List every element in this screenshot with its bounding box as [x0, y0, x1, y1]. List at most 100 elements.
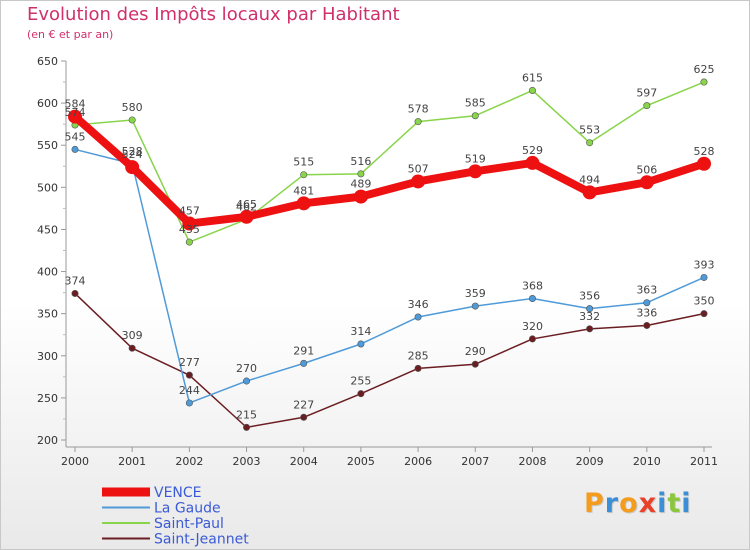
data-point — [185, 371, 193, 379]
data-label: 597 — [636, 87, 657, 100]
data-point — [468, 164, 483, 179]
data-label: 515 — [293, 156, 314, 169]
x-tick-label: 2005 — [347, 455, 375, 468]
data-point — [643, 321, 651, 329]
x-tick-label: 2003 — [233, 455, 261, 468]
data-point — [182, 216, 197, 231]
data-point — [528, 86, 536, 94]
x-tick-label: 2007 — [461, 455, 489, 468]
logo-letter: r — [604, 488, 620, 519]
data-point — [528, 335, 536, 343]
y-tick-label: 550 — [37, 139, 58, 152]
data-label: 285 — [408, 349, 429, 362]
data-label: 356 — [579, 290, 600, 303]
y-tick-label: 500 — [37, 181, 58, 194]
data-point — [700, 78, 708, 86]
logo-letter: t — [667, 488, 682, 519]
y-tick-label: 650 — [37, 55, 58, 68]
data-label: 545 — [65, 130, 86, 143]
data-label: 528 — [122, 145, 143, 158]
data-label: 580 — [122, 101, 143, 114]
series-line-la-gaude — [74, 148, 705, 404]
data-point — [300, 171, 308, 179]
logo-letter: i — [657, 488, 668, 519]
data-label: 291 — [293, 344, 314, 357]
data-label: 332 — [579, 310, 600, 323]
data-label: 244 — [179, 384, 200, 397]
x-tick-label: 2006 — [404, 455, 432, 468]
series-line-saint-paul — [74, 81, 705, 243]
y-tick-label: 250 — [37, 392, 58, 405]
data-label: 578 — [408, 103, 429, 116]
data-point — [185, 399, 193, 407]
data-label: 457 — [179, 205, 200, 218]
data-label: 255 — [350, 375, 371, 388]
data-point — [700, 273, 708, 281]
data-point — [128, 344, 136, 352]
data-label: 227 — [293, 398, 314, 411]
data-point — [471, 112, 479, 120]
chart-axes: 200 250 300 350 400 450 500 550 600 650 2000 2001 20… — [37, 55, 718, 468]
legend-label: Saint-Jeannet — [154, 532, 249, 548]
data-point — [300, 359, 308, 367]
data-label: 374 — [65, 274, 86, 287]
data-label: 363 — [636, 284, 657, 297]
data-label: 553 — [579, 124, 600, 137]
data-point — [243, 423, 251, 431]
x-tick-label: 2009 — [576, 455, 604, 468]
data-point — [471, 302, 479, 310]
data-label: 615 — [522, 71, 543, 84]
data-point — [586, 139, 594, 147]
logo-letter: o — [619, 488, 639, 519]
data-point — [71, 145, 79, 153]
series-layer — [68, 78, 711, 431]
chart-title: Evolution des Impôts locaux par Habitant — [27, 4, 400, 25]
data-point — [357, 340, 365, 348]
data-label: 350 — [694, 295, 715, 308]
data-label: 270 — [236, 362, 257, 375]
x-tick-label: 2010 — [633, 455, 661, 468]
data-label: 215 — [236, 408, 257, 421]
data-point — [643, 299, 651, 307]
data-label: 309 — [122, 329, 143, 342]
x-tick-label: 2002 — [175, 455, 203, 468]
data-label: 277 — [179, 356, 200, 369]
data-label: 465 — [236, 198, 257, 211]
data-point — [357, 170, 365, 178]
data-label: 314 — [350, 325, 371, 338]
data-point — [414, 364, 422, 372]
data-point — [700, 310, 708, 318]
y-tick-label: 450 — [37, 223, 58, 236]
data-label: 625 — [694, 63, 715, 76]
data-label: 524 — [122, 148, 143, 161]
data-point — [68, 109, 82, 124]
data-point — [300, 413, 308, 421]
legend-label: Saint-Paul — [154, 516, 224, 532]
data-label: 516 — [350, 155, 371, 168]
data-point — [239, 209, 254, 224]
data-label: 506 — [636, 163, 657, 176]
x-tick-label: 2000 — [61, 455, 89, 468]
data-label: 462 — [236, 200, 257, 213]
y-tick-label: 350 — [37, 308, 58, 321]
data-label: 489 — [350, 178, 371, 191]
logo-letter: x — [638, 488, 658, 519]
proxiti-logo: Proxiti — [584, 488, 692, 519]
data-point — [411, 174, 426, 189]
data-label: 529 — [522, 144, 543, 157]
data-label: 507 — [408, 162, 429, 175]
legend-label: VENCE — [154, 485, 202, 501]
data-point — [353, 189, 368, 204]
data-point — [71, 289, 79, 297]
x-tick-label: 2008 — [518, 455, 546, 468]
data-label: 290 — [465, 345, 486, 358]
data-point — [643, 102, 651, 110]
data-label: 574 — [65, 106, 86, 119]
data-label: 494 — [579, 173, 600, 186]
data-point — [414, 118, 422, 126]
logo-letter: i — [681, 488, 692, 519]
y-tick-label: 400 — [37, 266, 58, 279]
data-point — [582, 185, 597, 200]
